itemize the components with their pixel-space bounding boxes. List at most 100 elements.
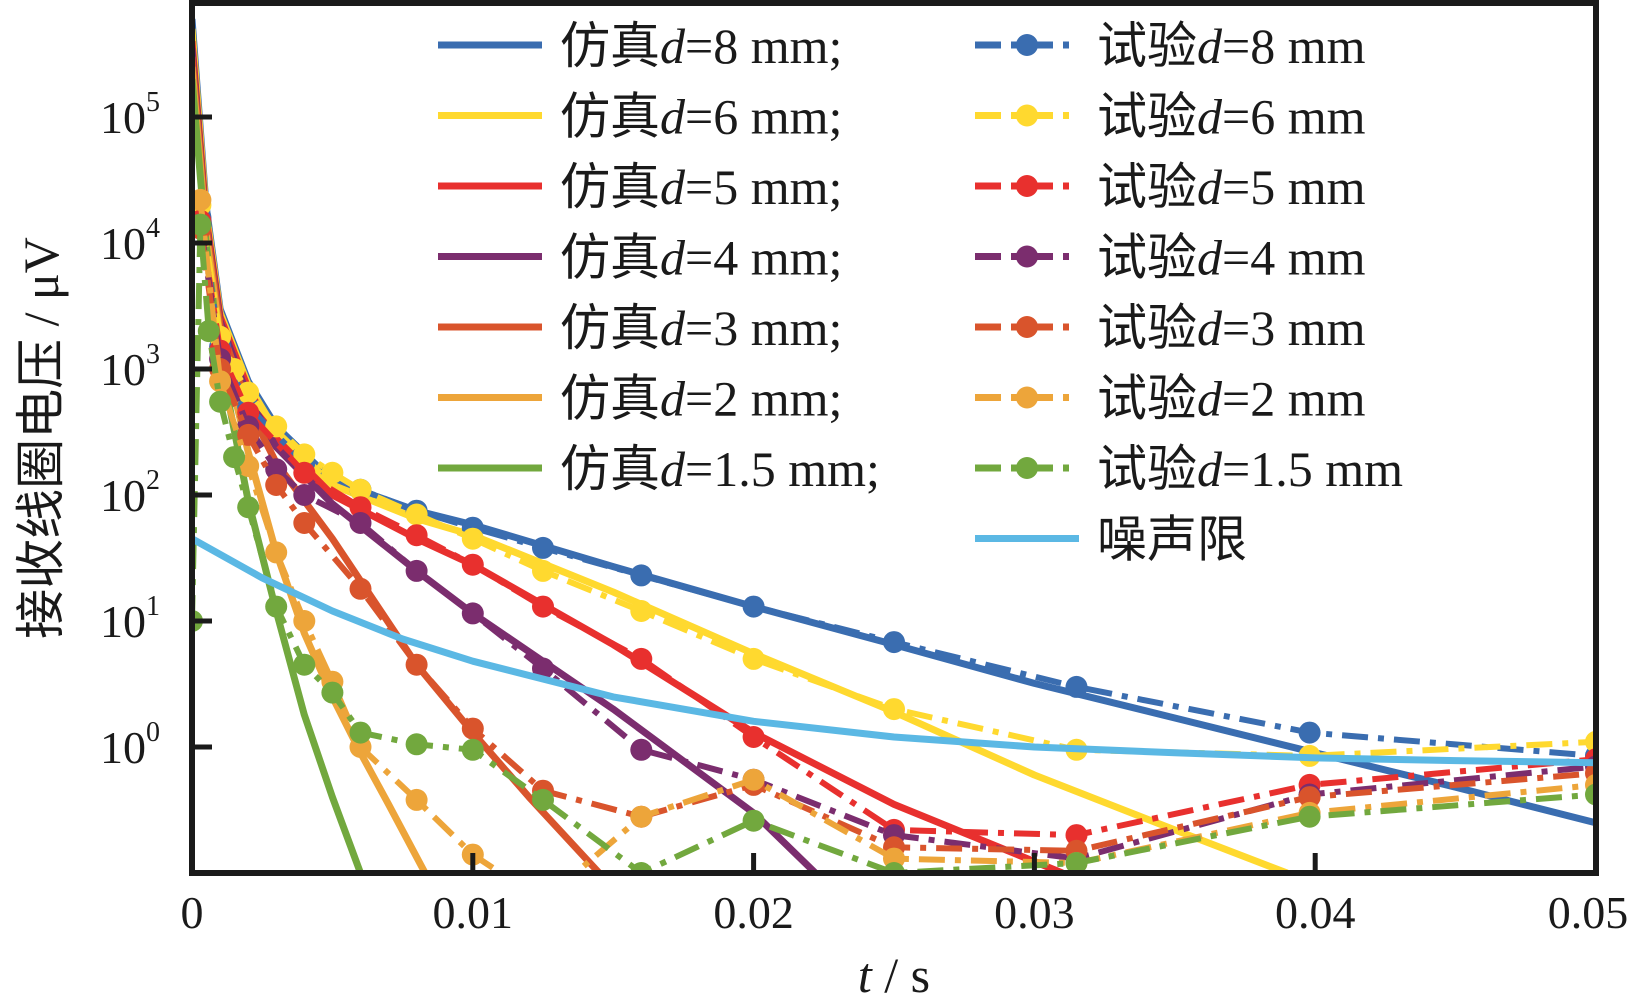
legend-label: 试验d=3 mm (1097, 300, 1366, 356)
legend-label: 仿真d=4 mm; (560, 230, 842, 286)
x-tick-label: 0 (181, 887, 204, 938)
legend-item: 噪声限 (975, 512, 1247, 568)
legend-item: 仿真d=6 mm; (438, 89, 842, 145)
legend-label: 试验d=2 mm (1097, 371, 1366, 427)
data-point (237, 381, 260, 404)
data-point (742, 647, 765, 670)
legend-label: 试验d=1.5 mm (1097, 441, 1403, 497)
x-axis: 0 0.01 0.02 0.03 0.04 0.05 (181, 853, 1628, 938)
legend-item: 试验d=3 mm (975, 300, 1366, 356)
x-tick-label: 0.02 (713, 887, 794, 938)
legend-label: 仿真d=1.5 mm; (560, 441, 880, 497)
legend-item: 试验d=8 mm (975, 18, 1366, 74)
legend-item: 试验d=1.5 mm (975, 441, 1403, 497)
data-point (405, 524, 428, 547)
data-point (265, 458, 288, 481)
legend-item: 仿真d=5 mm; (438, 159, 842, 215)
series-line (192, 535, 1596, 767)
series-layer (192, 18, 1596, 912)
x-axis-title: t / s (858, 947, 930, 1003)
x-tick-label: 0.03 (994, 887, 1075, 938)
data-point (209, 370, 232, 393)
data-point (630, 738, 653, 761)
legend-item: 仿真d=8 mm; (438, 18, 842, 74)
legend-label: 仿真d=2 mm; (560, 371, 842, 427)
data-point (405, 788, 428, 811)
legend-item: 试验d=2 mm (975, 371, 1366, 427)
legend-label: 仿真d=8 mm; (560, 18, 842, 74)
legend-marker (1016, 175, 1038, 197)
data-point (532, 595, 554, 618)
y-tick-label: 101 (100, 591, 160, 647)
data-point (742, 809, 765, 832)
data-point (461, 527, 484, 550)
x-tick-label: 0.01 (433, 887, 514, 938)
plot-frame (189, 0, 1599, 876)
data-point (265, 595, 288, 618)
data-point (532, 536, 554, 559)
data-point (742, 595, 765, 618)
legend-marker (1016, 386, 1038, 409)
series-12 (192, 188, 1596, 912)
legend-label: 仿真d=5 mm; (560, 159, 842, 215)
data-point (532, 657, 554, 680)
y-axis: 100 101 102 103 104 105 (100, 87, 212, 773)
data-point (209, 390, 232, 413)
y-tick-label: 105 (100, 87, 160, 143)
data-point (293, 484, 316, 506)
data-point (265, 415, 288, 438)
data-point (293, 512, 316, 534)
series-14 (192, 535, 1596, 767)
legend-label: 试验d=6 mm (1097, 89, 1366, 145)
legend-label: 试验d=5 mm (1097, 159, 1366, 215)
data-point (630, 805, 653, 828)
data-point (630, 564, 653, 587)
y-tick-label: 102 (100, 465, 160, 521)
legend-item: 试验d=6 mm (975, 89, 1366, 145)
data-point (265, 541, 288, 564)
data-point (1298, 721, 1321, 744)
legend-label: 仿真d=6 mm; (560, 89, 842, 145)
data-point (349, 721, 372, 744)
series-13 (192, 213, 1596, 873)
data-point (237, 496, 260, 519)
y-tick-label: 100 (100, 717, 160, 773)
data-point (532, 890, 554, 912)
data-point (461, 717, 484, 740)
legend-marker (1016, 245, 1038, 268)
data-point (192, 213, 212, 236)
data-point (321, 461, 344, 484)
data-point (630, 647, 653, 670)
legend-item: 仿真d=1.5 mm; (438, 441, 880, 497)
data-point (192, 188, 212, 211)
legend-label: 仿真d=3 mm; (560, 300, 842, 356)
legend-item: 仿真d=4 mm; (438, 230, 842, 286)
data-point (265, 474, 288, 496)
y-tick-label: 103 (100, 339, 160, 395)
legend-item: 试验d=5 mm (975, 159, 1366, 215)
data-point (532, 559, 554, 582)
y-axis-title: 接收线圈电压 / μV (13, 237, 69, 639)
data-point (461, 738, 484, 761)
data-point (883, 698, 905, 721)
data-point (405, 503, 428, 526)
legend-label: 试验d=8 mm (1097, 18, 1366, 74)
data-point (461, 602, 484, 625)
data-point (349, 577, 372, 600)
data-point (405, 559, 428, 582)
legend-label: 试验d=4 mm (1097, 230, 1366, 286)
data-point (1298, 805, 1321, 828)
data-point (349, 496, 372, 519)
data-point (293, 443, 316, 466)
data-point (349, 512, 372, 534)
data-point (742, 726, 765, 748)
data-point (321, 681, 344, 704)
legend-marker (1016, 457, 1038, 479)
legend-marker (1016, 104, 1038, 127)
series-line (197, 199, 1596, 873)
legend-marker (1016, 316, 1038, 338)
legend-marker (1016, 34, 1038, 56)
data-point (1065, 824, 1088, 847)
series-11 (192, 217, 1596, 862)
